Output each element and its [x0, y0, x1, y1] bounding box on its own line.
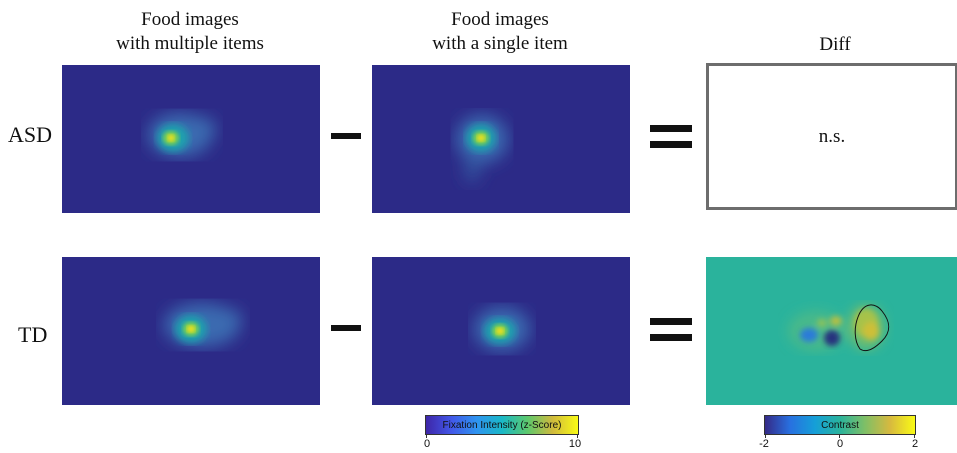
minus-sign — [331, 133, 361, 139]
column-title-single-item: Food images with a single item — [372, 8, 628, 56]
colorbar-fixation-tick-mark — [577, 434, 578, 438]
row-label-td: TD — [18, 322, 48, 347]
diff-asd-label: n.s. — [818, 125, 846, 147]
colorbar-fixation-tick-0: 0 — [423, 438, 431, 450]
equals-sign — [650, 318, 692, 350]
colorbar-contrast-tick-mark — [839, 434, 840, 438]
heatmap-td-single-item — [372, 257, 630, 405]
diff-asd-not-significant: n.s. — [706, 63, 957, 210]
column-title-multiple-items: Food images with multiple items — [62, 8, 318, 56]
colorbar-contrast-tick-2: 2 — [911, 438, 919, 450]
colorbar-contrast-tick-mark — [914, 434, 915, 438]
diff-td-contrast-map — [706, 257, 957, 405]
colorbar-contrast: Contrast — [764, 415, 916, 435]
heatmap-asd-single-item — [372, 65, 630, 213]
colorbar-contrast-tick-mark — [765, 434, 766, 438]
colorbar-fixation-intensity: Fixation Intensity (z-Score) — [425, 415, 579, 435]
column-title-line-2: with multiple items — [116, 33, 264, 54]
minus-sign — [331, 325, 361, 331]
colorbar-fixation-tick-10: 10 — [568, 438, 582, 450]
colorbar-fixation-tick-mark — [426, 434, 427, 438]
colorbar-contrast-label: Contrast — [821, 419, 859, 431]
column-title-line-1: Food images — [141, 9, 239, 30]
colorbar-contrast-tick-0: 0 — [836, 438, 844, 450]
colorbar-contrast-tick-neg2: -2 — [759, 438, 769, 450]
equals-sign — [650, 125, 692, 157]
heatmap-asd-multiple-items — [62, 65, 320, 213]
column-title-line-1: Food images — [451, 9, 549, 30]
column-title-diff: Diff — [819, 34, 851, 55]
heatmap-td-multiple-items — [62, 257, 320, 405]
column-title-line-2: with a single item — [432, 33, 568, 54]
colorbar-fixation-label: Fixation Intensity (z-Score) — [442, 419, 562, 431]
row-label-asd: ASD — [8, 122, 53, 147]
